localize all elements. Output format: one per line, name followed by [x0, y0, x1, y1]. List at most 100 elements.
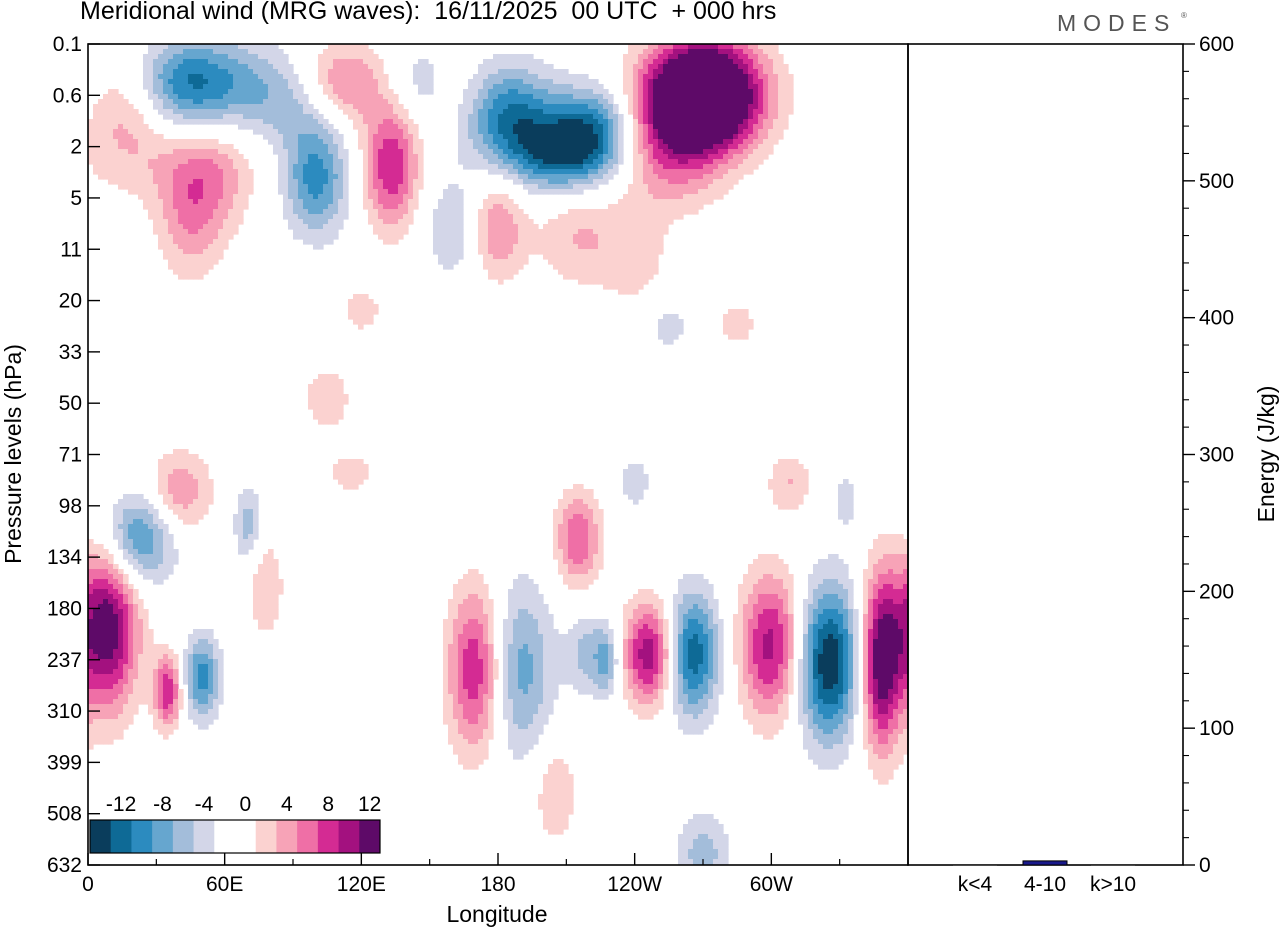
heatmap-cell: [708, 199, 714, 205]
heatmap-cell: [408, 174, 414, 180]
heatmap-cell: [728, 159, 734, 165]
heatmap-cell: [138, 494, 144, 500]
heatmap-cell: [783, 119, 789, 125]
heatmap-cell: [713, 154, 719, 160]
heatmap-cell: [348, 79, 354, 85]
heatmap-cell: [303, 164, 309, 170]
heatmap-cell: [638, 124, 644, 130]
heatmap-cell: [203, 509, 209, 515]
heatmap-cell: [573, 484, 579, 490]
heatmap-cell: [638, 134, 644, 140]
heatmap-cell: [168, 254, 174, 260]
heatmap-cell: [388, 169, 394, 175]
heatmap-cell: [173, 69, 179, 75]
heatmap-cell: [558, 244, 564, 250]
heatmap-cell: [328, 94, 334, 100]
heatmap-cell: [203, 464, 209, 470]
heatmap-cell: [633, 109, 639, 115]
heatmap-cell: [683, 84, 689, 90]
heatmap-cell: [788, 459, 794, 465]
heatmap-cell: [673, 189, 679, 195]
heatmap-cell: [658, 144, 664, 150]
heatmap-cell: [483, 264, 489, 270]
heatmap-cell: [638, 494, 644, 500]
heatmap-cell: [138, 504, 144, 510]
heatmap-cell: [593, 514, 599, 520]
heatmap-cell: [388, 189, 394, 195]
heatmap-cell: [603, 94, 609, 100]
heatmap-cell: [538, 114, 544, 120]
heatmap-cell: [568, 109, 574, 115]
heatmap-cell: [103, 144, 109, 150]
heatmap-cell: [438, 249, 444, 255]
heatmap-cell: [513, 179, 519, 185]
heatmap-cell: [133, 494, 139, 500]
heatmap-cell: [178, 104, 184, 110]
heatmap-cell: [743, 44, 749, 50]
heatmap-cell: [183, 454, 189, 460]
heatmap-cell: [333, 144, 339, 150]
heatmap-cell: [283, 119, 289, 125]
heatmap-cell: [108, 129, 114, 135]
heatmap-cell: [333, 214, 339, 220]
heatmap-cell: [108, 124, 114, 130]
heatmap-cell: [353, 84, 359, 90]
heatmap-cell: [328, 389, 334, 395]
heatmap-cell: [323, 184, 329, 190]
heatmap-cell: [293, 79, 299, 85]
heatmap-cell: [263, 124, 269, 130]
heatmap-cell: [383, 79, 389, 85]
heatmap-cell: [318, 229, 324, 235]
heatmap-cell: [258, 49, 264, 55]
heatmap-cell: [583, 84, 589, 90]
heatmap-cell: [663, 79, 669, 85]
heatmap-cell: [613, 109, 619, 115]
heatmap-cell: [638, 479, 644, 485]
heatmap-cell: [228, 174, 234, 180]
heatmap-cell: [783, 489, 789, 495]
heatmap-cell: [243, 119, 249, 125]
heatmap-cell: [708, 94, 714, 100]
heatmap-cell: [658, 209, 664, 215]
heatmap-cell: [538, 74, 544, 80]
heatmap-cell: [363, 179, 369, 185]
heatmap-cell: [518, 264, 524, 270]
heatmap-cell: [698, 94, 704, 100]
heatmap-cell: [538, 164, 544, 170]
heatmap-cell: [478, 104, 484, 110]
heatmap-cell: [583, 149, 589, 155]
heatmap-cell: [603, 239, 609, 245]
heatmap-cell: [508, 264, 514, 270]
heatmap-cell: [783, 89, 789, 95]
heatmap-cell: [688, 164, 694, 170]
heatmap-cell: [563, 214, 569, 220]
heatmap-cell: [403, 194, 409, 200]
heatmap-cell: [178, 149, 184, 155]
heatmap-cell: [473, 129, 479, 135]
heatmap-cell: [188, 489, 194, 495]
heatmap-cell: [308, 144, 314, 150]
heatmap-cell: [188, 224, 194, 230]
heatmap-cell: [638, 234, 644, 240]
heatmap-cell: [293, 154, 299, 160]
heatmap-cell: [508, 74, 514, 80]
heatmap-cell: [498, 124, 504, 130]
heatmap-cell: [378, 74, 384, 80]
heatmap-cell: [623, 209, 629, 215]
heatmap-cell: [618, 119, 624, 125]
heatmap-cell: [503, 249, 509, 255]
heatmap-cell: [478, 129, 484, 135]
heatmap-cell: [178, 264, 184, 270]
heatmap-cell: [683, 154, 689, 160]
heatmap-cell: [598, 134, 604, 140]
heatmap-cell: [188, 484, 194, 490]
heatmap-cell: [168, 44, 174, 50]
heatmap-cell: [498, 119, 504, 125]
heatmap-cell: [103, 149, 109, 155]
heatmap-cell: [128, 509, 134, 515]
heatmap-cell: [508, 114, 514, 120]
heatmap-cell: [198, 104, 204, 110]
heatmap-cell: [653, 259, 659, 265]
heatmap-cell: [353, 59, 359, 65]
heatmap-cell: [173, 74, 179, 80]
